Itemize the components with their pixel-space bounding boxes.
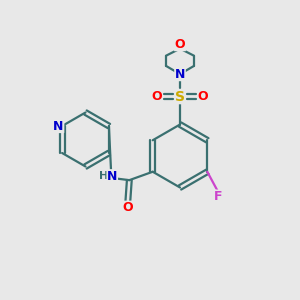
Text: N: N	[175, 68, 185, 81]
Text: S: S	[175, 90, 185, 104]
Text: N: N	[107, 170, 117, 183]
Text: O: O	[122, 201, 133, 214]
Text: N: N	[53, 119, 64, 133]
Text: H: H	[99, 171, 108, 181]
Text: O: O	[175, 38, 185, 51]
Text: O: O	[198, 90, 208, 103]
Text: O: O	[152, 90, 162, 103]
Text: F: F	[214, 190, 222, 203]
